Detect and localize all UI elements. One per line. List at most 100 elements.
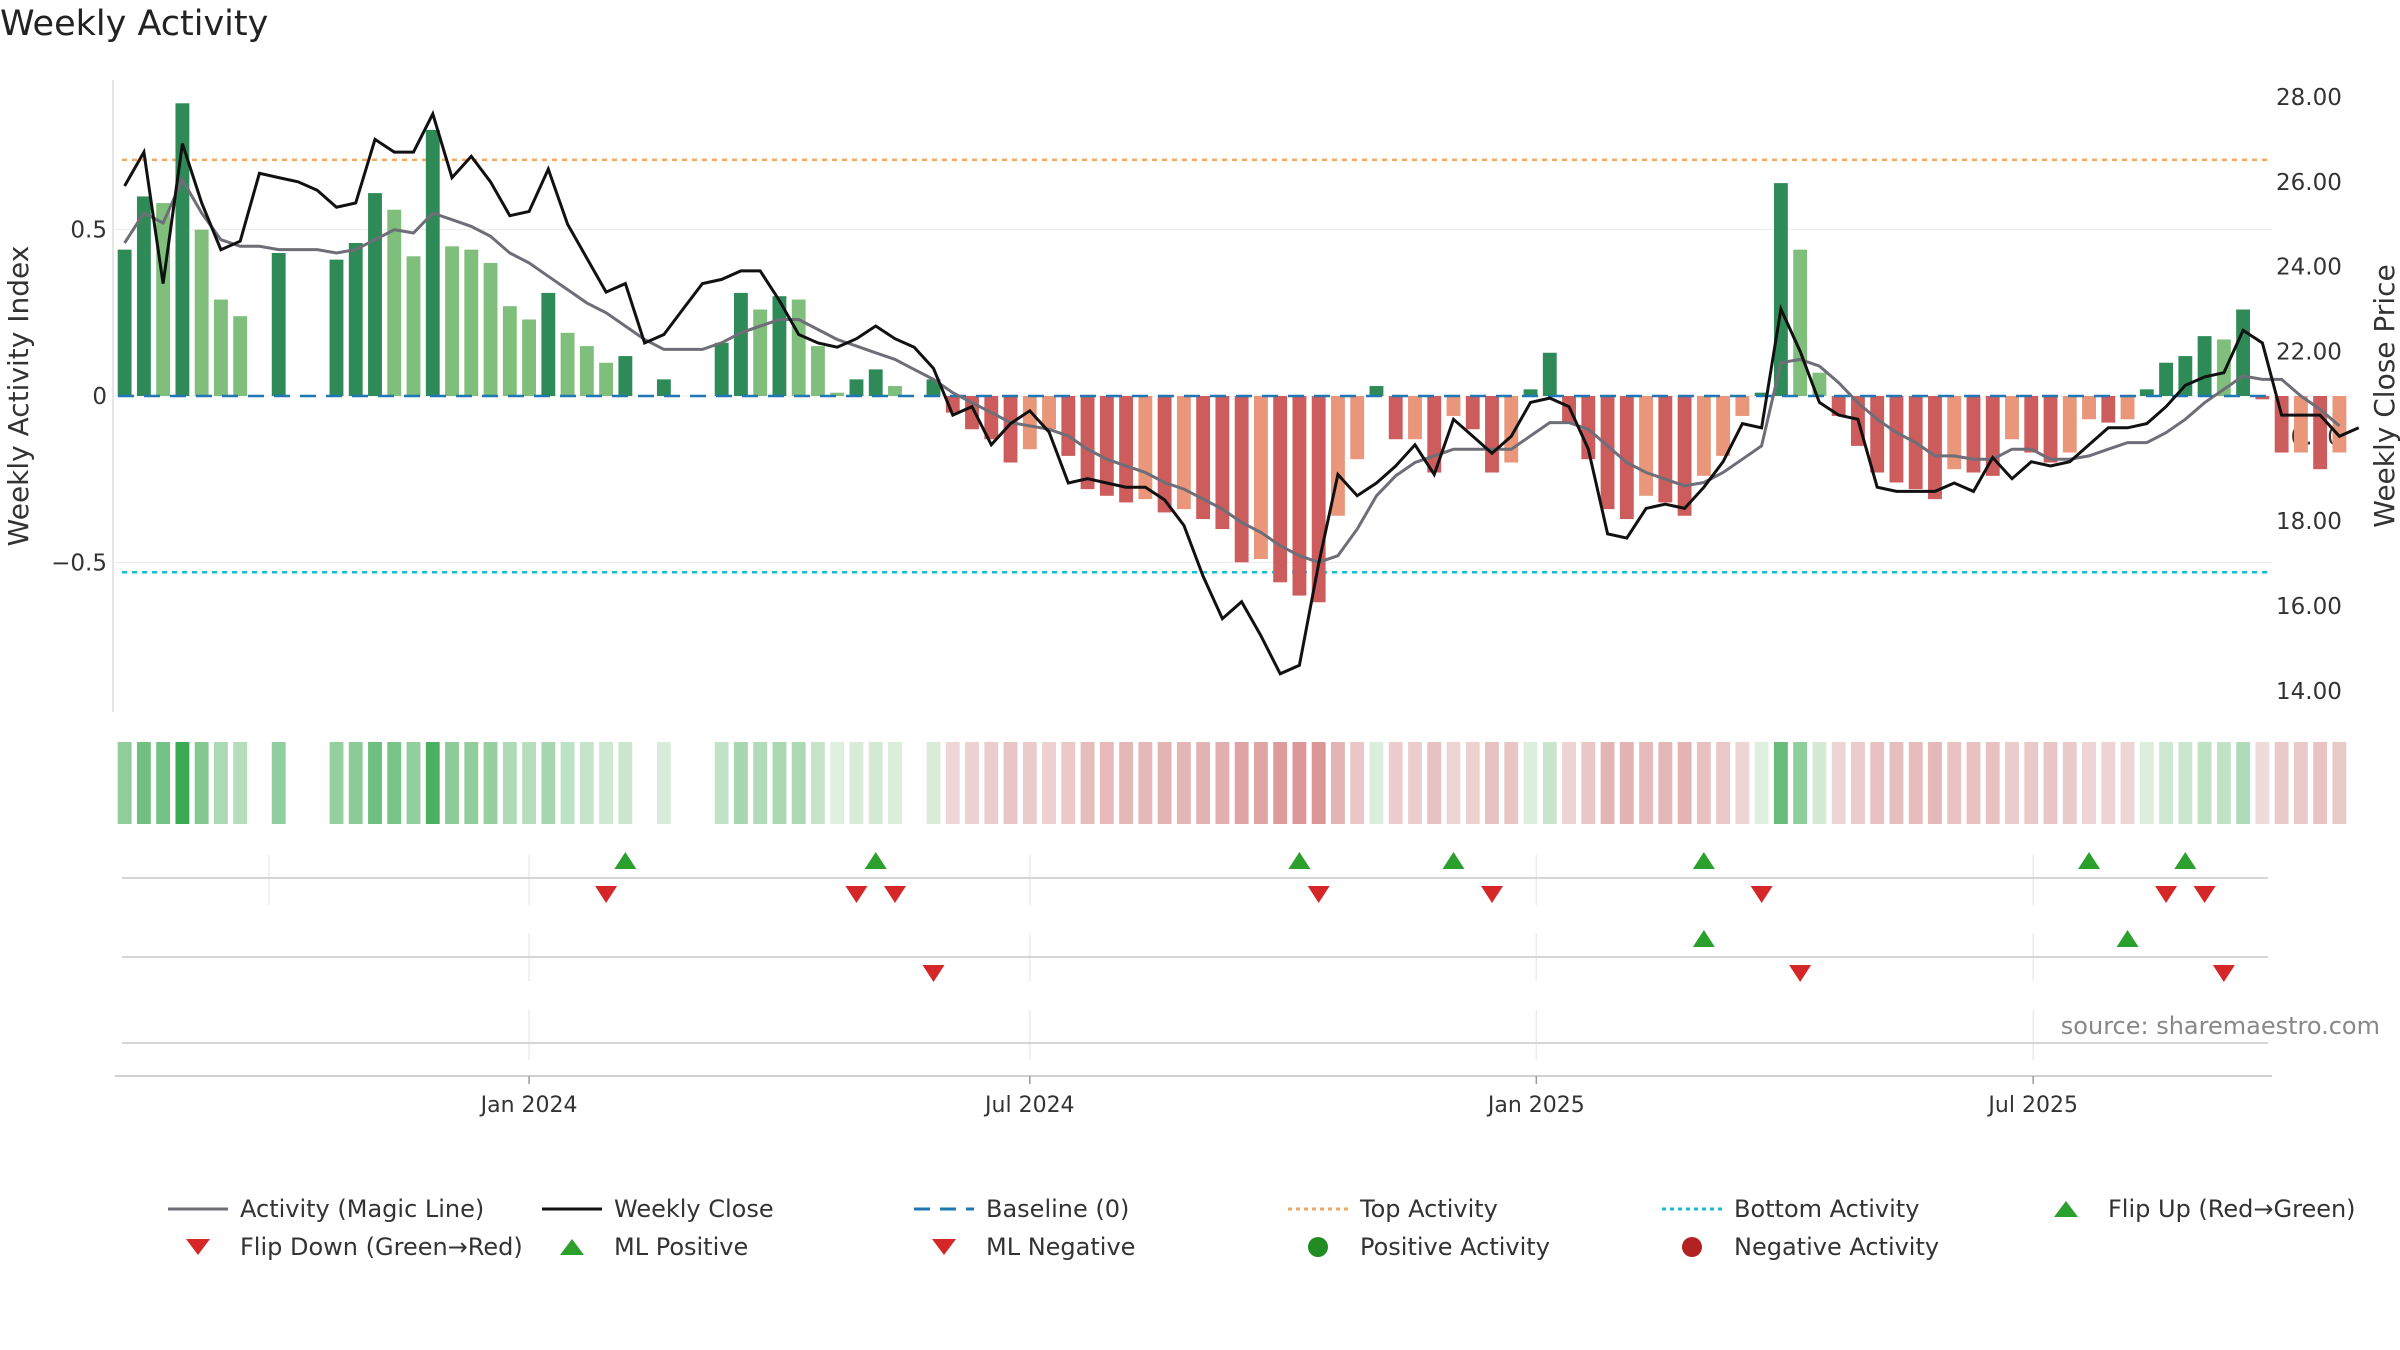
flip-down-marker [845,886,868,903]
heat-strip-cell [1099,742,1114,824]
heat-strip-cell [1138,742,1153,824]
legend-symbol-positive-activity [1308,1237,1328,1257]
activity-bar [213,299,228,396]
right-ytick-label: 16.00 [2276,594,2342,620]
legend-symbol-negative-activity [1682,1237,1702,1257]
heat-strip-cell [1735,742,1750,824]
activity-bar [2197,336,2212,396]
right-axis-label: Weekly Close Price [2368,264,2400,527]
activity-bar [464,249,479,396]
heat-strip-cell [791,742,806,824]
activity-bar [2139,389,2154,396]
heat-strip-cell [117,742,132,824]
activity-bar [136,196,151,396]
heat-strip-cell [2082,742,2096,824]
source-credit: source: sharemaestro.com [2060,1012,2380,1040]
heat-strip-cell [1677,742,1692,824]
activity-bar [1119,396,1134,503]
activity-bar [2101,396,2116,423]
flip-up-marker [614,852,637,869]
heat-strip-cell [1119,742,1134,824]
activity-bar [406,256,421,396]
heat-strip-cell [2255,742,2270,824]
heat-strip-cell [1022,742,1037,824]
flip-up-marker [1288,852,1311,869]
x-tick-label: Jul 2025 [1986,1093,2078,1118]
activity-bar [1215,396,1230,530]
heat-strip-cell [753,742,768,824]
activity-bar [791,299,806,396]
activity-bar [445,246,459,396]
heat-strip-cell [1273,742,1288,824]
heat-strip-cell [1928,742,1942,824]
heat-strip-cell [926,742,941,824]
heat-strip-cell [2236,742,2251,824]
legend-symbol-flip-down [186,1239,210,1255]
activity-bar [1889,396,1904,483]
activity-bar [1966,396,1981,473]
legend-item-top-activity: Top Activity [1288,1195,1498,1223]
legend-symbol-magic-line [168,1207,228,1211]
heat-strip-cell [464,742,479,824]
heat-strip-cell [156,742,171,824]
legend-label-weekly-close: Weekly Close [614,1195,774,1223]
heat-strip-cell [522,742,537,824]
activity-bar [753,309,768,396]
heat-strip-cell [1388,742,1403,824]
flip-down-marker [2155,886,2178,903]
activity-bar [522,319,537,396]
activity-bar [1716,396,1731,456]
activity-bar [599,362,614,396]
heat-strip-cell [618,742,633,824]
heat-strip-cell [1408,742,1422,824]
legend-label-baseline: Baseline (0) [986,1195,1130,1223]
heat-strip-cell [502,742,517,824]
legend-label-positive-activity: Positive Activity [1360,1233,1550,1261]
heat-strip-cell [1331,742,1345,824]
flip-down-marker [2193,886,2216,903]
heat-strip-cell [1773,742,1788,824]
flip-up-marker [1442,852,1465,869]
activity-bar [1773,183,1788,396]
heat-strip-cell [2313,742,2328,824]
legend-symbol-ml-positive [560,1239,584,1255]
activity-bar [117,249,132,396]
activity-bar [560,332,575,396]
activity-bar [2255,396,2270,400]
activity-bar [984,396,999,440]
activity-bar [1446,396,1461,416]
heat-strip-cell [2101,742,2116,824]
activity-bar [714,342,729,396]
heat-strip-cell [1485,742,1499,824]
ml-positive-marker [2116,930,2139,947]
left-ytick-label: 0 [92,384,107,410]
heat-strip-cell [1042,742,1056,824]
heat-strip-cell [1504,742,1519,824]
activity-bar [2274,396,2289,453]
x-tick-label: Jan 2024 [479,1093,578,1118]
heat-strip-cell [425,742,440,824]
heat-strip-cell [1562,742,1576,824]
heat-strip-cell [1003,742,1018,824]
activity-bar [656,379,671,396]
legend-symbol-weekly-close [542,1207,602,1211]
activity-bar [1350,396,1365,460]
ml-negative-marker [1789,965,1812,982]
heat-strip-cell [233,742,248,824]
activity-bar [618,356,633,396]
weekly-close-series [123,109,2360,676]
legend-item-positive-activity: Positive Activity [1288,1233,1550,1261]
heat-strip-cell [1523,742,1538,824]
x-tick-label: Jul 2024 [983,1093,1075,1118]
flip-up-marker [2174,852,2197,869]
legend-label-magic-line: Activity (Magic Line) [240,1195,485,1223]
flip-up-marker [2078,852,2101,869]
legend-item-ml-negative: ML Negative [914,1233,1135,1261]
activity-bar [1793,249,1808,396]
heat-strip-cell [2062,742,2077,824]
activity-bar [2082,396,2096,420]
activity-bar [2236,309,2251,396]
heat-strip-cell [1793,742,1808,824]
legend-label-ml-positive: ML Positive [614,1233,749,1261]
heat-strip-cell [888,742,902,824]
